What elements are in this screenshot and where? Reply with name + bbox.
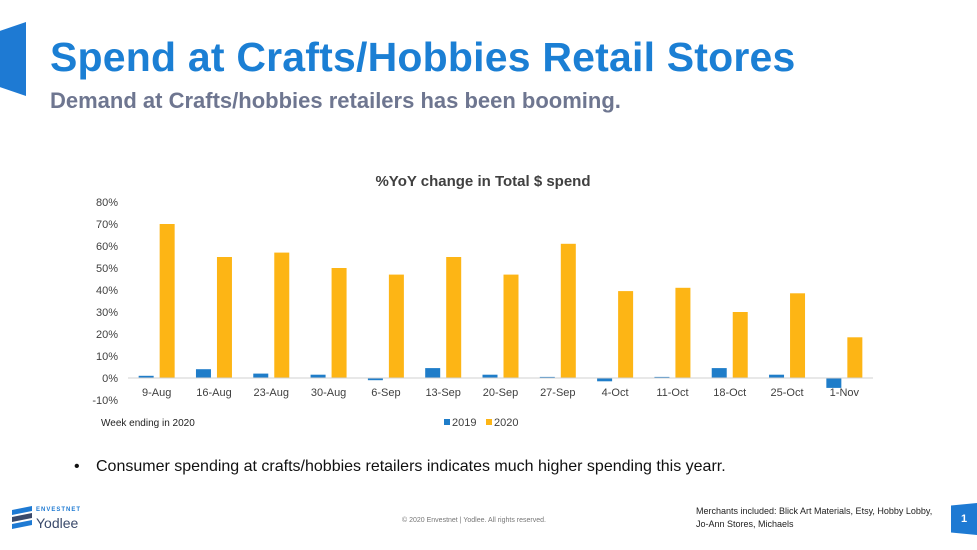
merchants-note: Merchants included: Blick Art Materials,… xyxy=(696,506,933,529)
logo-small-text: ENVESTNET xyxy=(36,507,82,513)
bar-2019-11-Oct xyxy=(654,376,670,378)
bar-2019-4-Oct xyxy=(597,378,613,382)
bar-2020-25-Oct xyxy=(790,293,806,378)
bar-2019-1-Nov xyxy=(826,378,842,388)
y-tick-label: 70% xyxy=(96,219,118,231)
y-tick-label: 60% xyxy=(96,241,118,253)
bar-2020-27-Sep xyxy=(560,243,576,378)
logo-mark-icon xyxy=(12,506,32,529)
bar-2020-11-Oct xyxy=(675,287,691,378)
y-tick-label: 20% xyxy=(96,329,118,341)
legend-swatch-2020 xyxy=(486,419,492,425)
x-tick-label: 11-Oct xyxy=(656,387,688,399)
bar-2020-18-Oct xyxy=(732,312,748,378)
x-tick-label: 13-Sep xyxy=(425,387,460,399)
page-number: 1 xyxy=(951,503,977,535)
bar-2020-20-Sep xyxy=(503,274,519,378)
bar-2019-23-Aug xyxy=(253,373,269,378)
x-axis-label: Week ending in 2020 xyxy=(101,418,195,429)
envestnet-yodlee-logo: ENVESTNET Yodlee xyxy=(12,504,102,536)
page-title: Spend at Crafts/Hobbies Retail Stores xyxy=(50,34,796,80)
bar-2020-13-Sep xyxy=(446,257,462,378)
bullet-dot: • xyxy=(74,458,80,475)
bar-2019-20-Sep xyxy=(482,374,498,378)
x-tick-label: 23-Aug xyxy=(254,387,289,399)
chart-legend: 2019 2020 xyxy=(444,417,518,429)
bullet-item: • Consumer spending at crafts/hobbies ret… xyxy=(74,458,726,476)
y-tick-label: -10% xyxy=(92,395,118,407)
x-tick-label: 4-Oct xyxy=(602,387,629,399)
x-tick-label: 9-Aug xyxy=(142,387,171,399)
bar-2020-30-Aug xyxy=(331,268,347,378)
x-tick-label: 18-Oct xyxy=(713,387,746,399)
logo-big-text: Yodlee xyxy=(36,515,79,531)
legend-label-2020: 2020 xyxy=(494,417,518,429)
bar-2019-13-Sep xyxy=(425,368,441,378)
x-tick-label: 27-Sep xyxy=(540,387,575,399)
legend-swatch-2019 xyxy=(444,419,450,425)
bar-2019-25-Oct xyxy=(769,374,785,378)
bar-2020-16-Aug xyxy=(216,257,232,378)
y-tick-label: 10% xyxy=(96,351,118,363)
x-tick-label: 16-Aug xyxy=(196,387,231,399)
bar-2019-27-Sep xyxy=(539,376,555,378)
bar-2020-23-Aug xyxy=(274,252,290,378)
bars xyxy=(138,224,863,388)
page-subtitle: Demand at Crafts/hobbies retailers has b… xyxy=(50,88,621,113)
bar-2019-6-Sep xyxy=(367,378,383,381)
bar-2019-9-Aug xyxy=(138,375,154,378)
y-tick-label: 30% xyxy=(96,307,118,319)
bar-2020-4-Oct xyxy=(618,291,634,378)
bar-2019-18-Oct xyxy=(711,368,727,378)
bar-2020-9-Aug xyxy=(159,224,175,378)
x-tick-label: 25-Oct xyxy=(771,387,804,399)
bar-2020-1-Nov xyxy=(847,337,863,378)
bar-chart: %YoY change in Total $ spend -10% 0% 10% 20… xyxy=(0,160,977,450)
y-tick-label: 40% xyxy=(96,285,118,297)
y-axis: -10% 0% 10% 20% 30% 40% 50% 60% 70% 80% xyxy=(92,197,118,407)
bar-2019-30-Aug xyxy=(310,374,326,378)
bar-2019-16-Aug xyxy=(195,369,211,378)
legend-label-2019: 2019 xyxy=(452,417,476,429)
y-tick-label: 0% xyxy=(102,373,118,385)
bullet-text: Consumer spending at crafts/hobbies reta… xyxy=(96,458,726,475)
x-tick-label: 1-Nov xyxy=(830,387,860,399)
x-axis: 9-Aug 16-Aug 23-Aug 30-Aug 6-Sep 13-Sep 20-Sep… xyxy=(128,377,873,399)
bar-2020-6-Sep xyxy=(388,274,404,378)
x-tick-label: 30-Aug xyxy=(311,387,346,399)
x-tick-label: 6-Sep xyxy=(371,387,400,399)
chart-title: %YoY change in Total $ spend xyxy=(375,173,590,190)
accent-bar xyxy=(0,22,26,96)
copyright-text: © 2020 Envestnet | Yodlee. All rights re… xyxy=(402,517,546,524)
y-tick-label: 50% xyxy=(96,263,118,275)
y-tick-label: 80% xyxy=(96,197,118,209)
chart-svg: %YoY change in Total $ spend -10% 0% 10% 20… xyxy=(92,173,873,429)
x-tick-label: 20-Sep xyxy=(483,387,518,399)
